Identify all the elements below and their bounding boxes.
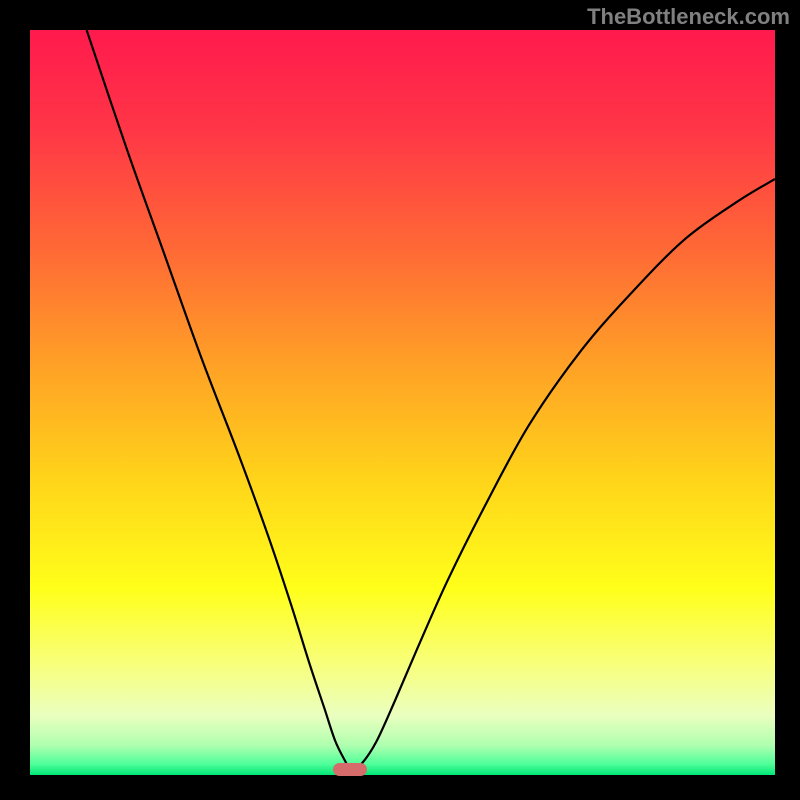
- chart-container: TheBottleneck.com: [0, 0, 800, 800]
- plot-area: [30, 30, 775, 775]
- gradient-background: [30, 30, 775, 775]
- watermark-text: TheBottleneck.com: [587, 4, 790, 30]
- minimum-marker: [333, 763, 367, 776]
